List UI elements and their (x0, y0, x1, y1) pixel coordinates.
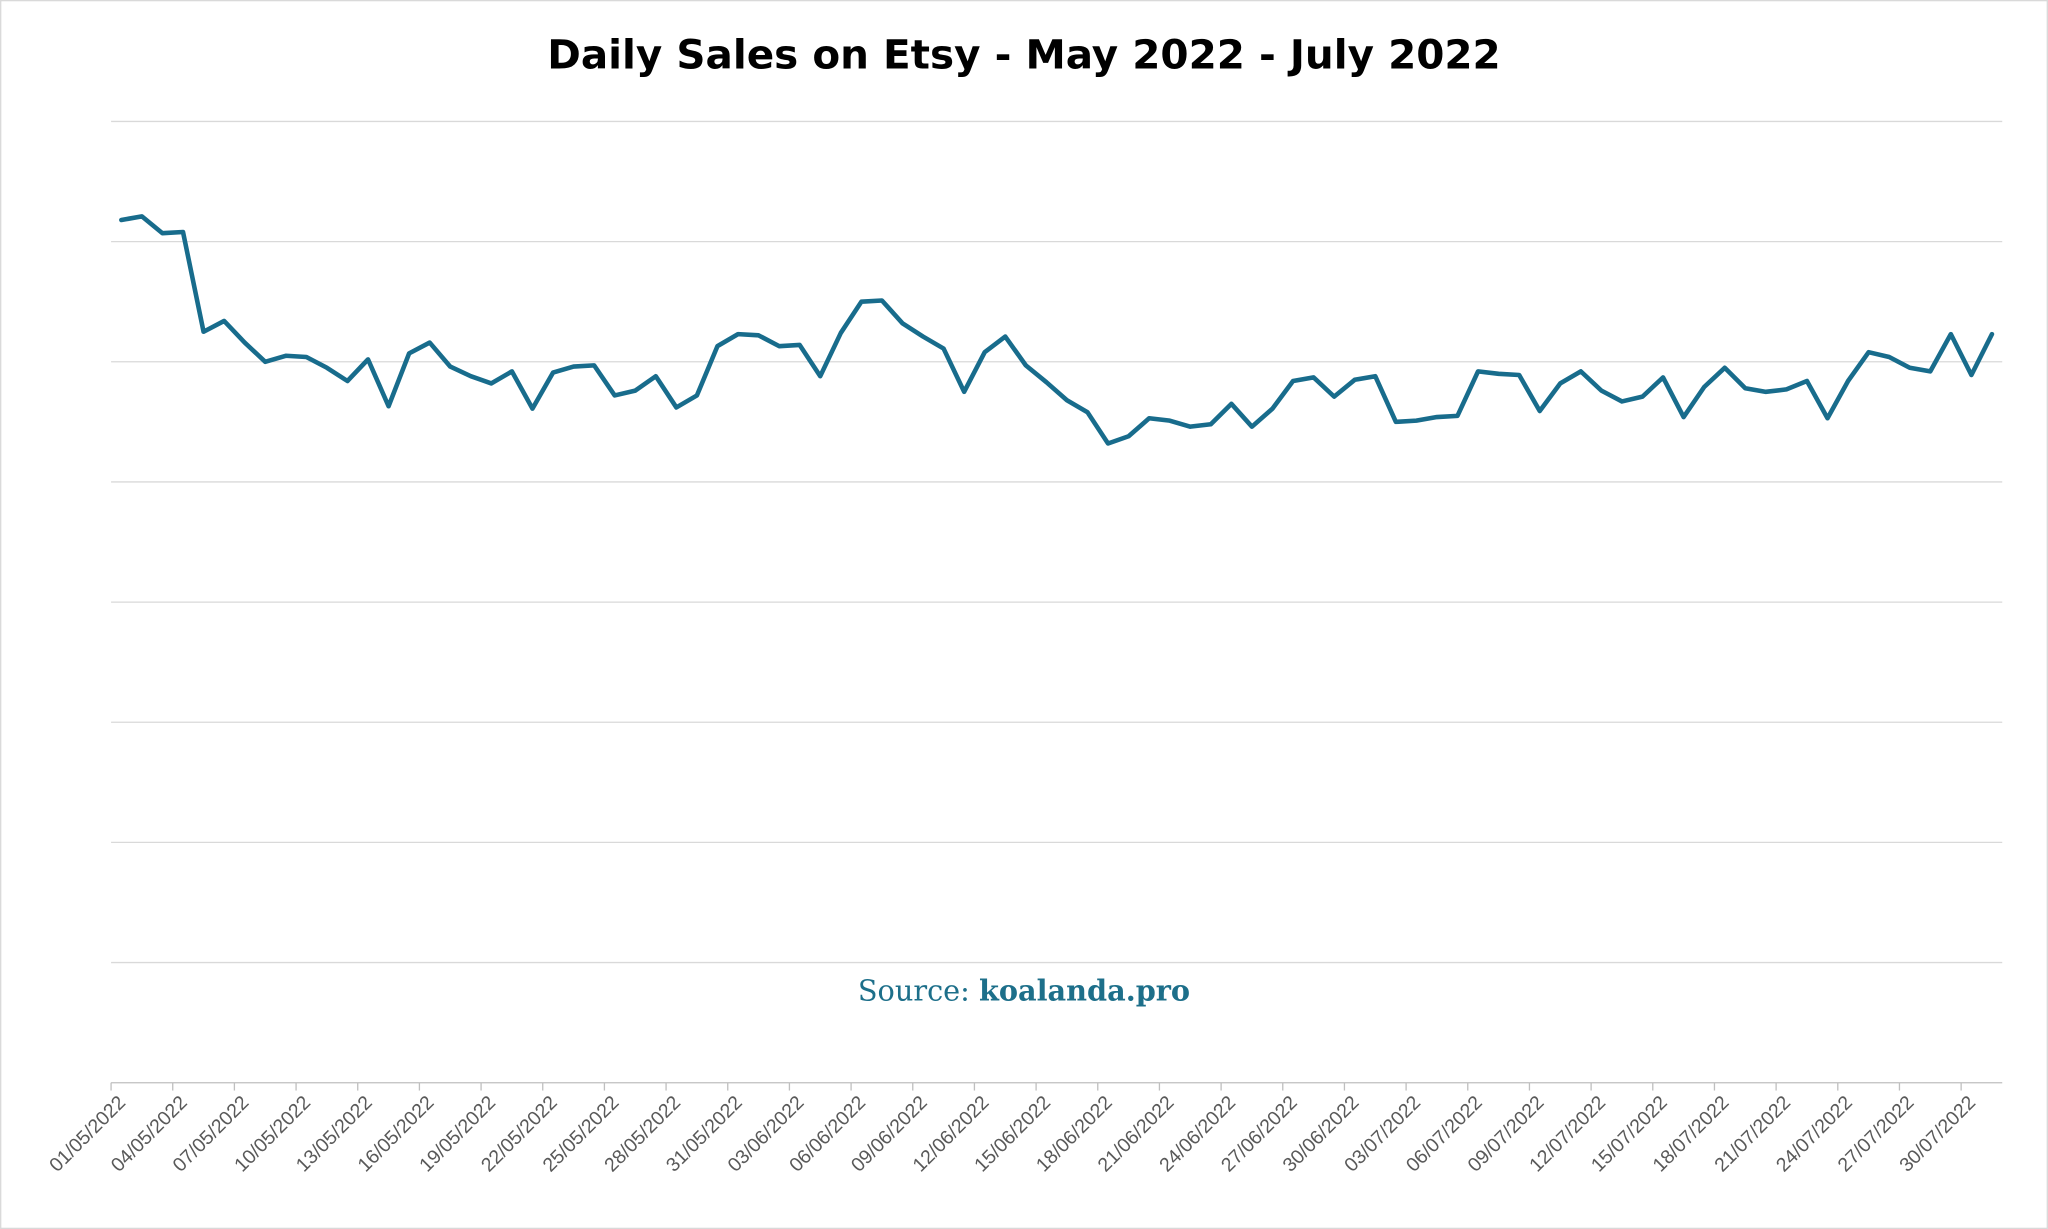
source-label: Source: (858, 973, 970, 1007)
source: Source: koalanda.pro (858, 973, 1190, 1007)
sales-line (119, 214, 1995, 446)
source-name: koalanda.pro (979, 973, 1190, 1007)
chart-title: Daily Sales on Etsy - May 2022 - July 20… (547, 30, 1500, 78)
